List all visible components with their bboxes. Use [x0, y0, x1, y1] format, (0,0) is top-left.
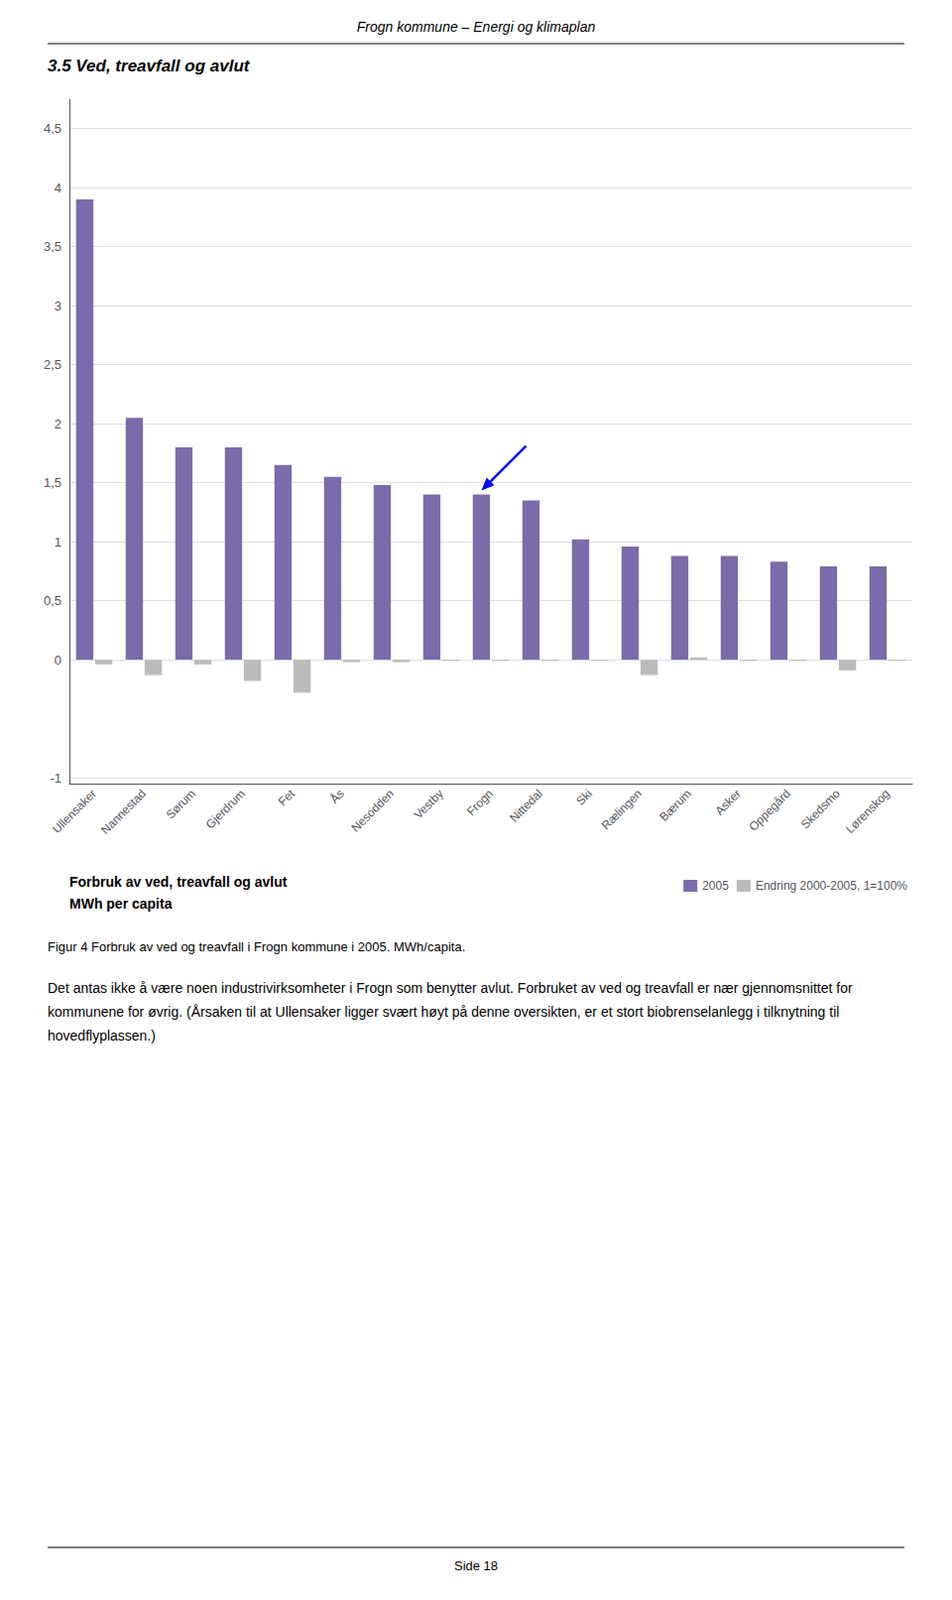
- svg-text:Sørum: Sørum: [163, 786, 199, 822]
- svg-text:2: 2: [54, 416, 62, 432]
- svg-text:2,5: 2,5: [43, 357, 62, 372]
- svg-text:3.5 Ved, treavfall og avlut: 3.5 Ved, treavfall og avlut: [47, 56, 251, 76]
- svg-text:Ski: Ski: [573, 786, 595, 809]
- svg-text:0: 0: [54, 652, 62, 668]
- svg-text:Endring 2000-2005, 1=100%: Endring 2000-2005, 1=100%: [755, 878, 908, 893]
- svg-text:Nannestad: Nannestad: [98, 786, 149, 837]
- svg-text:Vestby: Vestby: [411, 786, 447, 822]
- svg-text:Nittedal: Nittedal: [506, 786, 546, 826]
- svg-text:Frogn: Frogn: [464, 786, 496, 819]
- svg-text:Ås: Ås: [326, 785, 348, 807]
- svg-text:Fet: Fet: [275, 786, 299, 810]
- svg-text:3,5: 3,5: [43, 238, 62, 254]
- svg-text:Figur 4 Forbruk av ved og trea: Figur 4 Forbruk av ved og treavfall i Fr…: [47, 939, 466, 954]
- svg-text:Oppegård: Oppegård: [745, 786, 794, 834]
- svg-text:1,5: 1,5: [43, 475, 62, 490]
- svg-text:Nesodden: Nesodden: [348, 786, 397, 835]
- svg-text:Ullensaker: Ullensaker: [49, 786, 100, 836]
- svg-text:4: 4: [54, 180, 62, 196]
- svg-text:Lørenskog: Lørenskog: [842, 786, 893, 836]
- svg-text:-1: -1: [49, 770, 62, 786]
- svg-text:0,5: 0,5: [43, 593, 62, 608]
- svg-text:MWh per capita: MWh per capita: [69, 895, 173, 912]
- svg-text:Asker: Asker: [712, 786, 744, 819]
- svg-text:Frogn kommune – Energi og klim: Frogn kommune – Energi og klimaplan: [357, 18, 596, 35]
- svg-text:Forbruk av ved, treavfall og a: Forbruk av ved, treavfall og avlut: [69, 873, 288, 890]
- svg-text:3: 3: [54, 298, 62, 314]
- svg-text:Det antas ikke å være noen ind: Det antas ikke å være noen industrivirks…: [47, 979, 856, 996]
- svg-text:Skedsmo: Skedsmo: [798, 786, 843, 832]
- svg-text:kommunene for øvrig. (Årsaken: kommunene for øvrig. (Årsaken til at Ull…: [47, 1003, 843, 1020]
- svg-text:Rælingen: Rælingen: [598, 786, 645, 833]
- svg-text:hovedflyplassen.): hovedflyplassen.): [47, 1027, 156, 1044]
- svg-text:Bærum: Bærum: [656, 786, 695, 825]
- svg-text:Side 18: Side 18: [454, 1557, 498, 1573]
- svg-text:2005: 2005: [702, 878, 729, 893]
- svg-text:Gjerdrum: Gjerdrum: [203, 786, 248, 832]
- svg-text:1: 1: [54, 534, 62, 550]
- svg-text:4,5: 4,5: [43, 120, 62, 136]
